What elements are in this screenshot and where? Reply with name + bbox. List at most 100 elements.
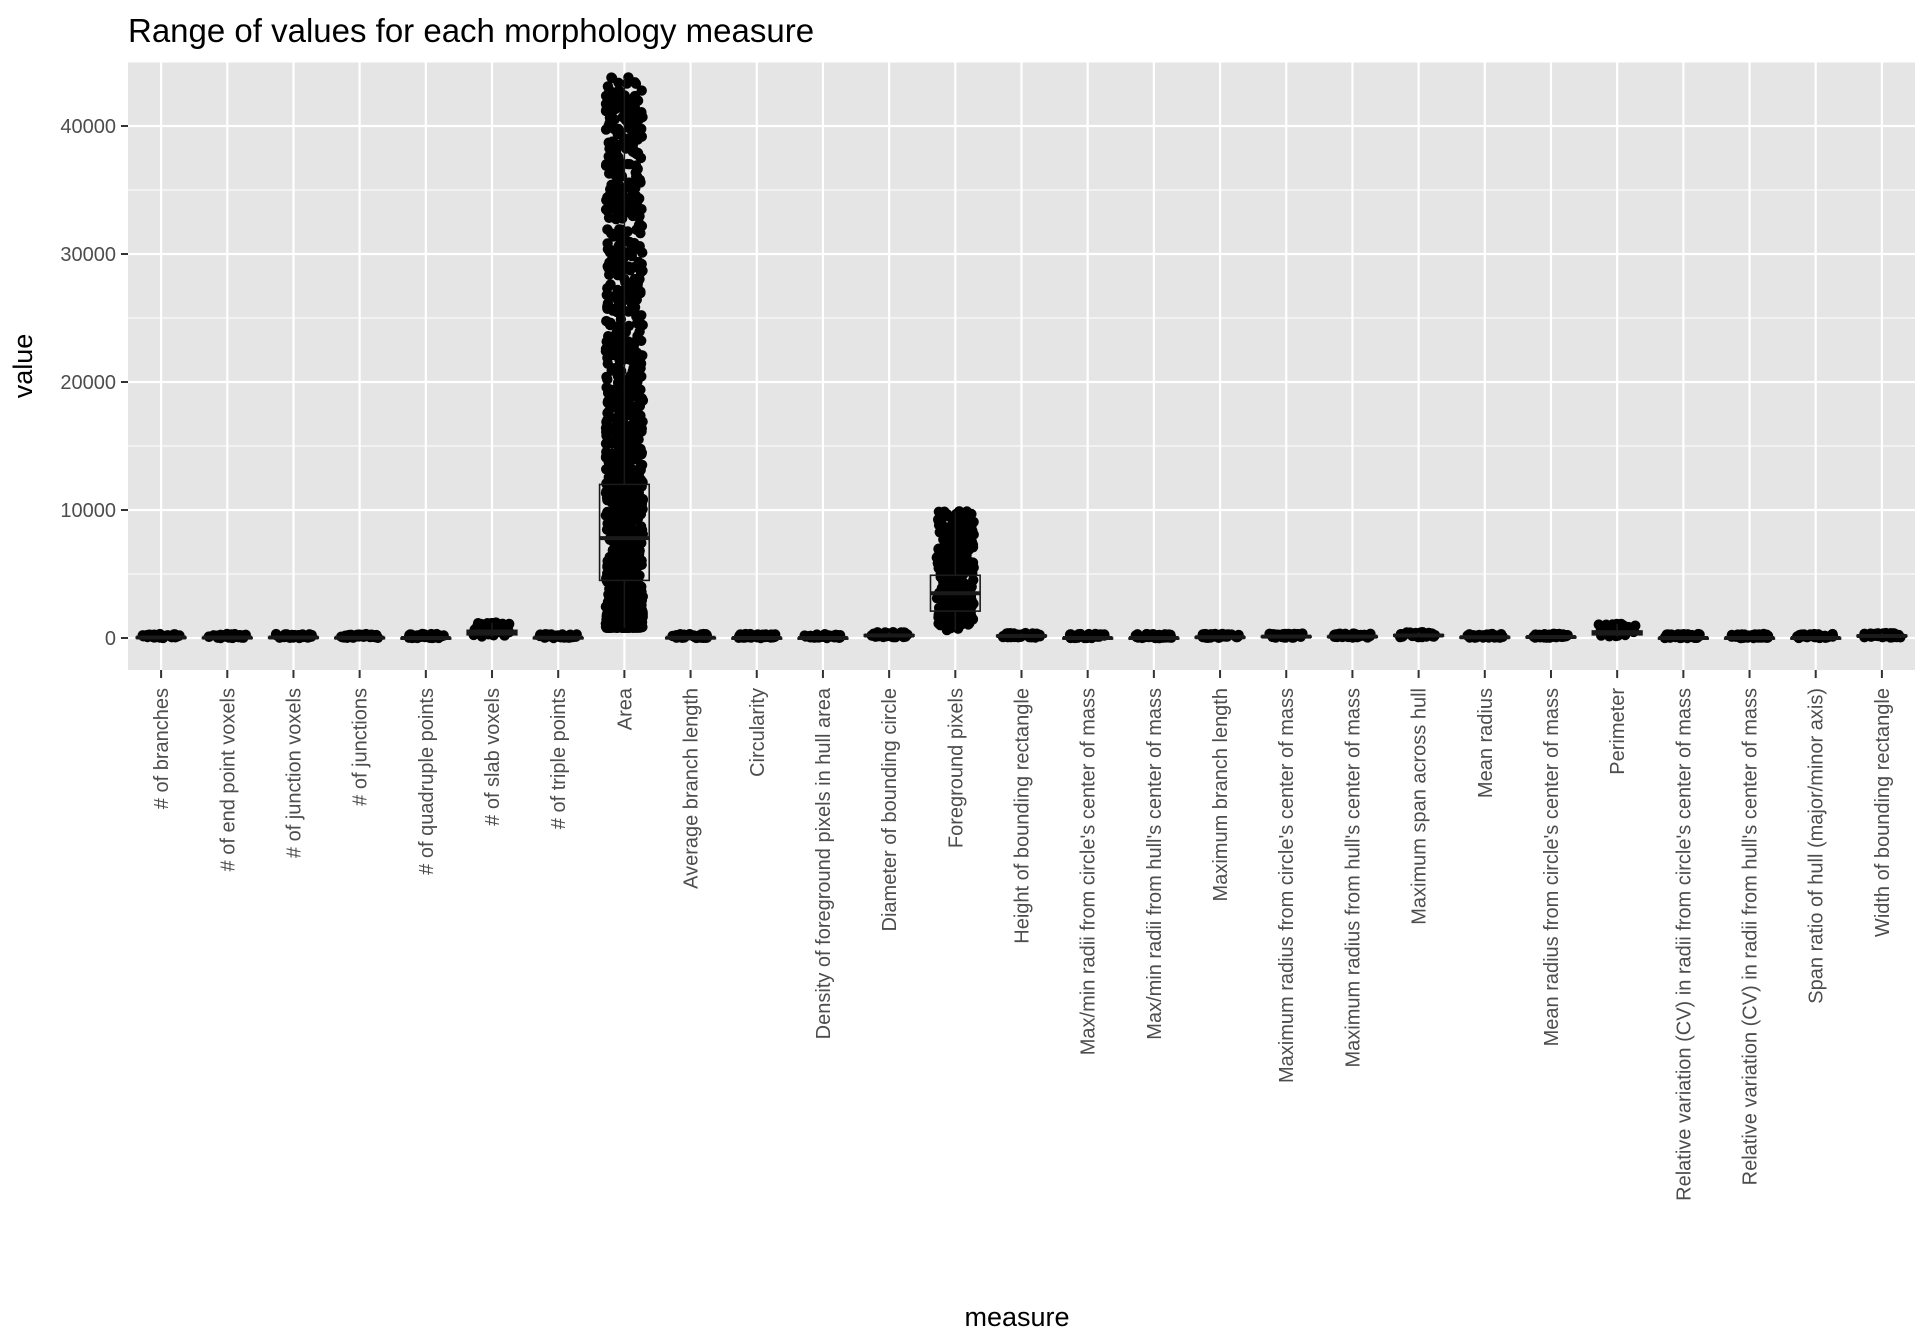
data-point — [628, 612, 639, 624]
x-tick-label: # of triple points — [548, 688, 570, 829]
data-point — [629, 261, 640, 273]
box-5 — [466, 622, 518, 638]
box-12 — [929, 511, 981, 631]
data-point — [616, 510, 627, 521]
data-point — [615, 597, 626, 609]
x-tick-label: Maximum branch length — [1210, 688, 1232, 901]
data-point — [634, 193, 645, 204]
data-point — [613, 165, 625, 176]
data-point — [605, 302, 616, 314]
data-point — [610, 383, 622, 395]
data-point — [602, 414, 613, 425]
data-point — [634, 218, 645, 230]
max-point — [623, 72, 634, 83]
data-point — [610, 486, 621, 497]
data-point — [629, 545, 640, 556]
data-point — [631, 381, 642, 392]
data-point — [634, 326, 645, 337]
data-point — [628, 562, 639, 574]
box-0 — [135, 635, 187, 640]
box-25 — [1790, 635, 1842, 640]
box-14 — [1062, 635, 1114, 640]
data-point — [630, 590, 641, 602]
data-point — [634, 211, 645, 222]
x-axis: # of branches # of end point voxels # of j… — [151, 670, 1894, 1201]
data-point — [602, 396, 614, 407]
box-7 — [598, 77, 651, 628]
data-point — [628, 97, 639, 109]
data-point — [602, 621, 614, 632]
max-point — [954, 506, 965, 517]
data-point — [966, 508, 977, 520]
x-tick-label: Mean radius — [1475, 688, 1497, 798]
x-tick-label: Maximum span across hull — [1409, 688, 1431, 925]
data-point — [939, 537, 950, 548]
data-point — [601, 478, 612, 489]
data-point — [603, 151, 614, 162]
box-6 — [532, 635, 584, 640]
data-point — [624, 445, 635, 456]
x-tick-label: # of slab voxels — [482, 688, 504, 826]
data-point — [620, 277, 631, 288]
box-13 — [995, 633, 1048, 638]
data-point — [632, 513, 644, 524]
data-point — [600, 124, 612, 135]
box-20 — [1459, 635, 1511, 640]
data-point — [938, 610, 949, 621]
x-tick-label: Foreground pixels — [945, 688, 967, 848]
data-point — [626, 201, 637, 212]
max-point — [490, 617, 502, 628]
data-point — [636, 459, 648, 471]
data-point — [945, 623, 956, 634]
y-tick-label: 0 — [105, 628, 116, 650]
data-point — [622, 482, 633, 494]
x-tick-label: Max/min radii from circle's center of ma… — [1078, 688, 1100, 1055]
data-point — [635, 123, 646, 134]
data-point — [620, 114, 631, 126]
data-point — [606, 72, 617, 83]
y-tick-label: 10000 — [60, 500, 116, 522]
data-point — [611, 263, 622, 275]
x-tick-label: # of branches — [151, 688, 173, 809]
data-point — [605, 517, 616, 529]
data-point — [637, 350, 648, 361]
data-point — [933, 515, 944, 526]
data-point — [636, 524, 648, 536]
data-point — [613, 240, 624, 251]
data-point — [600, 160, 612, 171]
data-point — [615, 314, 627, 325]
data-point — [623, 177, 635, 188]
x-tick-label: Height of bounding rectangle — [1012, 688, 1034, 944]
data-point — [604, 556, 615, 568]
data-point — [618, 502, 629, 513]
data-point — [604, 269, 615, 280]
x-tick-label: Circularity — [747, 688, 769, 777]
data-point — [618, 556, 629, 567]
data-point — [602, 335, 613, 347]
box-26 — [1856, 633, 1908, 638]
x-tick-label: Max/min radii from hull's center of mass — [1144, 688, 1166, 1040]
data-point — [604, 168, 615, 179]
y-tick-label: 40000 — [60, 116, 116, 138]
data-point — [602, 244, 614, 255]
data-point — [601, 446, 612, 458]
data-point — [967, 563, 978, 574]
data-point — [624, 159, 635, 170]
data-point — [607, 583, 618, 594]
x-tick-label: Maximum radius from circle's center of m… — [1276, 688, 1298, 1083]
data-point — [630, 553, 641, 564]
y-tick-label: 20000 — [60, 372, 116, 394]
max-point — [1616, 618, 1627, 630]
data-point — [613, 97, 624, 108]
gridlines — [128, 61, 1915, 670]
x-tick-label: Diameter of bounding circle — [879, 688, 901, 931]
data-point — [628, 570, 640, 581]
box-3 — [334, 635, 386, 640]
data-point — [634, 493, 645, 505]
data-point — [961, 580, 972, 591]
data-point — [636, 537, 647, 549]
data-point — [614, 413, 625, 425]
data-point — [600, 204, 612, 215]
data-point — [623, 437, 634, 448]
data-point — [941, 580, 952, 591]
